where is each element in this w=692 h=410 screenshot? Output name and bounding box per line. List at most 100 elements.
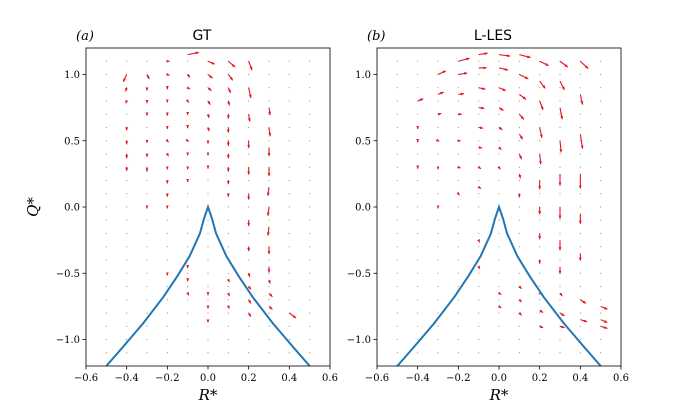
grid-dot	[248, 338, 250, 341]
grid-dot	[539, 352, 541, 354]
grid-dot	[498, 259, 500, 261]
grid-dot	[248, 206, 250, 208]
x-tick-label: 0.4	[572, 373, 588, 384]
grid-dot	[396, 325, 398, 327]
y-axis-ticks: −1.0 −0.5 0.0 0.5 1.0	[347, 70, 377, 346]
grid-dot	[268, 100, 270, 102]
grid-dot	[498, 352, 500, 354]
grid-dot	[248, 73, 250, 76]
vector-arrow	[266, 206, 270, 217]
grid-dot	[600, 299, 602, 301]
grid-dot	[498, 325, 500, 327]
grid-dot	[227, 272, 229, 274]
vector-arrow	[185, 99, 190, 103]
grid-dot	[187, 352, 189, 354]
grid-dot	[227, 352, 229, 354]
vector-arrow	[539, 100, 544, 111]
grid-dot	[579, 193, 581, 195]
grid-dot	[579, 153, 581, 155]
grid-dot	[288, 299, 290, 301]
vector-arrow	[185, 138, 190, 142]
vector-arrow	[559, 292, 563, 297]
vector-arrow	[497, 146, 502, 150]
grid-dot	[146, 246, 148, 248]
grid-dot	[126, 219, 128, 221]
grid-dot	[268, 179, 270, 182]
grid-dot	[457, 219, 459, 221]
grid-dot	[146, 179, 148, 182]
x-tick-label: 0.6	[322, 373, 338, 384]
grid-dot	[207, 338, 209, 341]
grid-dot	[187, 193, 189, 195]
grid-dot	[498, 232, 500, 235]
grid-dot	[539, 73, 541, 76]
vector-arrow	[247, 273, 251, 278]
grid-dot	[396, 206, 398, 208]
grid-dot	[478, 246, 480, 248]
grid-dot	[396, 126, 398, 129]
grid-dot	[600, 338, 602, 341]
grid-dot	[268, 299, 270, 301]
grid-dot	[600, 219, 602, 221]
grid-dot	[600, 166, 602, 168]
grid-dot	[559, 113, 561, 115]
grid-dot	[579, 312, 581, 314]
grid-dot	[288, 73, 290, 76]
vector-arrow	[268, 305, 273, 310]
vector-arrow	[166, 72, 170, 76]
grid-dot	[579, 285, 581, 288]
grid-dot	[457, 259, 459, 261]
grid-dot	[166, 312, 168, 314]
vector-arrow	[125, 87, 128, 92]
grid-dot	[437, 246, 439, 248]
grid-dot	[539, 246, 541, 248]
boundary-curve	[105, 203, 311, 366]
grid-dot	[248, 179, 250, 182]
vector-arrow	[289, 312, 297, 319]
grid-dot	[518, 140, 520, 142]
vector-arrow	[559, 107, 564, 120]
grid-dot	[457, 272, 459, 274]
vector-arrow	[207, 100, 211, 105]
grid-dot	[518, 60, 520, 62]
grid-dot	[518, 338, 520, 341]
vector-arrow	[437, 91, 444, 95]
grid-dot	[478, 219, 480, 221]
grid-dot	[396, 285, 398, 288]
grid-dot	[437, 312, 439, 314]
grid-dot	[105, 73, 107, 76]
vector-arrow	[559, 140, 563, 153]
grid-dot	[227, 246, 229, 248]
grid-dot	[126, 325, 128, 327]
grid-dot	[248, 126, 250, 129]
vector-arrow	[226, 305, 230, 309]
grid-dot	[518, 87, 520, 89]
grid-dot	[437, 299, 439, 301]
vector-field	[122, 51, 297, 323]
grid-dot	[288, 338, 290, 341]
grid-dot	[498, 73, 500, 76]
grid-dot	[559, 338, 561, 341]
vector-arrow	[539, 309, 544, 313]
grid-dot	[518, 219, 520, 221]
vector-arrow	[248, 61, 253, 71]
grid-dot	[126, 272, 128, 274]
grid-dot	[539, 193, 541, 195]
grid-dot	[268, 219, 270, 221]
vector-arrow	[248, 312, 252, 317]
grid-dot	[539, 299, 541, 301]
vector-arrow	[417, 98, 424, 102]
grid-dot	[126, 285, 128, 288]
vector-arrow	[579, 60, 589, 69]
grid-dot	[105, 193, 107, 195]
vector-arrow	[186, 86, 191, 90]
grid-dot	[166, 219, 168, 221]
vector-arrow	[266, 187, 270, 197]
vector-arrow	[519, 74, 529, 80]
grid-dot	[559, 100, 561, 102]
grid-dot	[437, 87, 439, 89]
grid-dot	[478, 153, 480, 155]
vector-arrow	[437, 70, 447, 75]
grid-dot	[207, 232, 209, 235]
grid-dot	[437, 219, 439, 221]
